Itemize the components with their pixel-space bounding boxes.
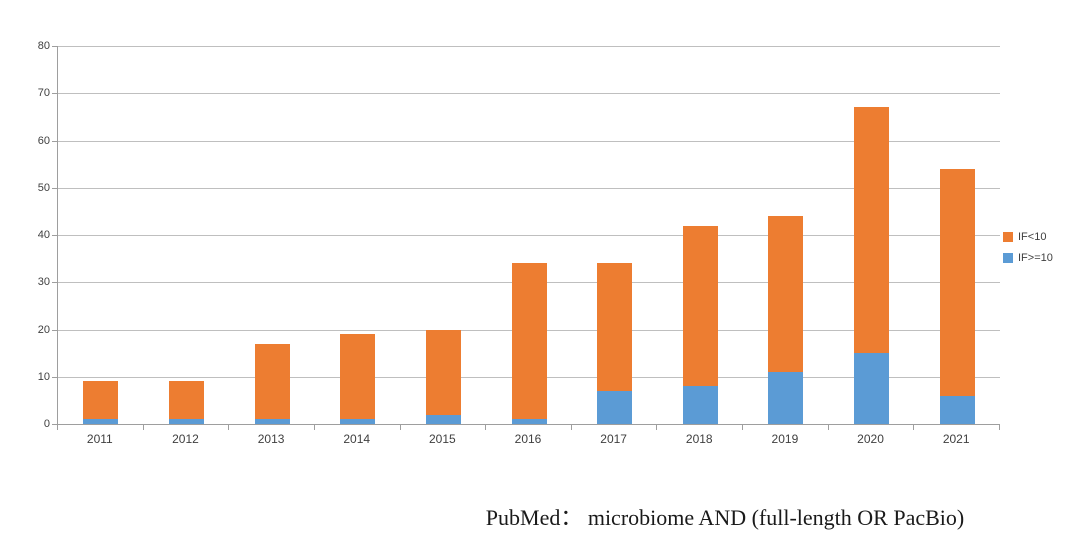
bar-segment-2019-if-gte-10 (768, 372, 804, 424)
bar-segment-2021-if-gte-10 (939, 395, 975, 424)
y-axis-label-30: 30 (37, 276, 50, 289)
y-axis-label-40: 40 (37, 229, 50, 241)
x-axis-label-2014: 2014 (343, 432, 371, 446)
y-axis-tick (52, 187, 57, 189)
bar-2011 (83, 381, 119, 424)
bar-segment-2017-if-gte-10 (597, 390, 633, 424)
bar-2012 (168, 381, 204, 424)
y-axis-tick (52, 140, 57, 142)
plot-area (57, 46, 1000, 425)
y-axis-tick (52, 46, 57, 47)
chart-caption: PubMed： microbiome AND (full-length OR P… (485, 505, 965, 530)
y-axis-label-0: 0 (43, 418, 50, 430)
bar-2020 (854, 107, 890, 424)
x-axis-tick (742, 425, 744, 430)
bar-segment-2020-if-lt-10 (854, 107, 890, 354)
bar-2014 (340, 334, 376, 424)
bar-segment-2014-if-gte-10 (340, 419, 376, 424)
y-axis-label-10: 10 (37, 370, 50, 383)
x-axis-tick (485, 425, 487, 430)
x-axis-tick (827, 425, 829, 430)
bar-segment-2013-if-lt-10 (254, 343, 290, 420)
x-axis-tick (570, 425, 572, 430)
bar-segment-2019-if-lt-10 (768, 216, 804, 373)
legend-entry-if-10: IF>=10 (1003, 247, 1053, 268)
x-axis-tick (313, 425, 315, 430)
legend-swatch-icon (1003, 252, 1013, 263)
y-axis-label-80: 80 (37, 40, 50, 52)
gridline-80 (58, 46, 1000, 47)
x-axis-label-2018: 2018 (685, 432, 713, 446)
x-axis-label-2012: 2012 (172, 432, 199, 446)
x-axis-tick (999, 425, 1000, 430)
y-axis-label-50: 50 (37, 181, 50, 194)
legend-swatch-icon (1003, 231, 1013, 242)
y-axis-tick (52, 282, 57, 284)
gridline-70 (58, 93, 1000, 95)
x-axis-label-2011: 2011 (86, 432, 113, 446)
y-axis-label-20: 20 (37, 323, 50, 336)
x-axis-label-2016: 2016 (514, 432, 542, 446)
y-axis-tick (52, 329, 57, 331)
bar-segment-2013-if-gte-10 (254, 419, 290, 424)
bar-segment-2018-if-gte-10 (682, 386, 718, 424)
x-axis-label-2021: 2021 (942, 432, 970, 446)
gridline-40 (58, 235, 1000, 236)
bar-segment-2016-if-gte-10 (511, 419, 547, 424)
bar-segment-2012-if-gte-10 (168, 419, 204, 424)
x-axis-tick (913, 425, 915, 430)
x-axis-label-2017: 2017 (600, 432, 627, 446)
y-axis-tick (52, 93, 57, 95)
y-axis-tick (52, 235, 57, 236)
bar-2021 (939, 168, 975, 424)
legend-label: IF<10 (1018, 230, 1047, 243)
bar-2019 (768, 216, 804, 424)
x-axis-label-2019: 2019 (771, 432, 799, 446)
legend-label: IF>=10 (1018, 251, 1053, 264)
y-axis-label-60: 60 (37, 134, 50, 147)
y-axis-tick (52, 424, 57, 425)
bar-segment-2020-if-gte-10 (854, 353, 890, 424)
bar-segment-2014-if-lt-10 (340, 334, 376, 420)
gridline-60 (58, 140, 1000, 142)
bar-segment-2017-if-lt-10 (597, 263, 633, 391)
bar-segment-2016-if-lt-10 (511, 263, 547, 420)
bar-2016 (511, 263, 547, 424)
x-axis-tick (656, 425, 658, 430)
y-axis-label-70: 70 (37, 87, 50, 100)
bar-2017 (597, 263, 633, 424)
x-axis-tick (228, 425, 230, 430)
x-axis-label-2013: 2013 (257, 432, 285, 446)
bar-segment-2011-if-gte-10 (83, 419, 119, 424)
gridline-50 (58, 187, 1000, 189)
x-axis-label-2015: 2015 (429, 432, 456, 446)
bar-2018 (682, 225, 718, 424)
bar-segment-2018-if-lt-10 (682, 225, 718, 387)
x-axis-label-2020: 2020 (857, 432, 884, 446)
bar-2015 (425, 329, 461, 424)
bar-segment-2015-if-gte-10 (425, 414, 461, 424)
x-axis-tick (142, 425, 144, 430)
y-axis-tick (52, 376, 57, 378)
bar-segment-2021-if-lt-10 (939, 168, 975, 396)
bar-segment-2012-if-lt-10 (168, 381, 204, 420)
bar-2013 (254, 343, 290, 424)
x-axis-tick (57, 425, 58, 430)
bar-segment-2011-if-lt-10 (83, 381, 119, 420)
x-axis-tick (399, 425, 401, 430)
legend-entry-if-10: IF<10 (1003, 226, 1053, 247)
legend: IF<10 IF>=10 (1003, 226, 1053, 268)
bar-segment-2015-if-lt-10 (425, 329, 461, 415)
